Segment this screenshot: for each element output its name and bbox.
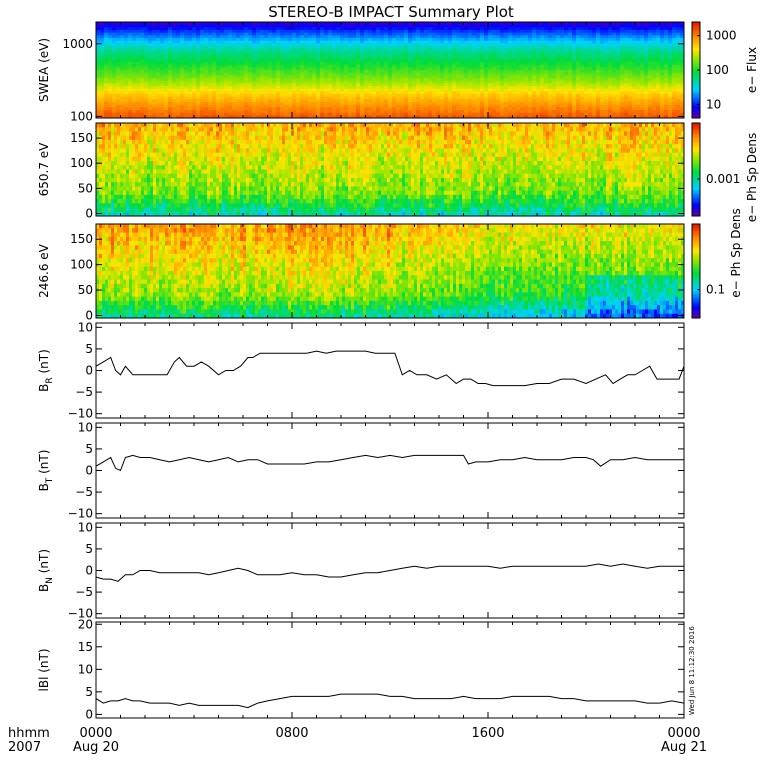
colorbar-frame xyxy=(691,223,701,319)
y-tick-label: 50 xyxy=(78,283,93,297)
y-tick-label: 100 xyxy=(70,109,93,123)
x-tick-label: 0000 xyxy=(79,726,112,741)
figure-title: STEREO-B IMPACT Summary Plot xyxy=(268,3,514,21)
y-tick-label: 0 xyxy=(85,707,93,721)
series-line xyxy=(95,563,684,582)
y-axis-label: 246.6 eV xyxy=(37,243,51,298)
y-tick-label: 5 xyxy=(85,342,93,356)
x-tick-label: 0000 xyxy=(667,726,700,741)
colorbar-tick-label: 100 xyxy=(706,63,729,77)
heatmap-cells xyxy=(96,224,684,318)
colorbar-3: 0.1 xyxy=(691,223,725,319)
panel-frame xyxy=(95,422,685,519)
y-axis-label: BR (nT) xyxy=(37,349,55,392)
x-date-label: Aug 20 xyxy=(73,740,119,755)
panel-7: 0 5 10 15 20 lBl (nT) xyxy=(37,617,685,721)
y-tick-label: 10 xyxy=(78,420,93,434)
panel-6: −10 −5 0 5 10 BN (nT) xyxy=(37,520,685,621)
colorbar-tick-label: 10 xyxy=(706,97,721,111)
y-tick-label: 10 xyxy=(78,662,93,676)
colorbar-tick-label: 0.001 xyxy=(706,172,740,186)
y-tick-label: 150 xyxy=(70,232,93,246)
panel-frame xyxy=(95,621,685,719)
panel-1: 10 100 1000 e− Flux 100 1000 SWEA (eV) xyxy=(37,21,759,123)
y-tick-label: −5 xyxy=(75,385,93,399)
colorbar-1: 10 100 1000 xyxy=(691,21,737,119)
y-axis-label: BN (nT) xyxy=(37,549,55,592)
colorbar-tick-label: 0.1 xyxy=(706,283,725,297)
y-axis-label-main: B xyxy=(37,384,51,392)
y-tick-label: 5 xyxy=(85,685,93,699)
y-tick-label: −10 xyxy=(68,407,93,421)
colorbar-frame xyxy=(691,122,701,217)
panel-3: 0.1 e− Ph Sp Dens 0 50 100 150 246.6 eV xyxy=(37,208,743,322)
y-tick-label: 15 xyxy=(78,640,93,654)
y-tick-label: 5 xyxy=(85,442,93,456)
colorbar-2: 0.001 xyxy=(691,122,740,217)
heatmap-cells xyxy=(96,123,684,216)
y-axis-label-sub: R xyxy=(45,377,55,383)
y-tick-label: 0 xyxy=(85,364,93,378)
colorbar-label: e− Ph Sp Dens xyxy=(745,133,759,222)
y-tick-label: 100 xyxy=(70,258,93,272)
date-stamp: Wed Jun 8 11:12:30 2016 xyxy=(688,626,696,715)
heatmap-cells xyxy=(96,22,684,118)
y-axis-label: SWEA (eV) xyxy=(37,38,51,102)
x-corner-top-label: hhmm xyxy=(8,726,50,741)
y-tick-label: 10 xyxy=(78,520,93,534)
series-line xyxy=(95,693,685,709)
y-axis-label: BT (nT) xyxy=(37,450,55,492)
y-tick-label: 0 xyxy=(85,206,93,220)
y-tick-label: 150 xyxy=(70,131,93,145)
x-tick-label: 1600 xyxy=(471,726,504,741)
colorbar-label: e− Flux xyxy=(745,47,759,93)
y-tick-label: 20 xyxy=(78,617,93,631)
y-tick-label: −10 xyxy=(68,607,93,621)
panel-5: −10 −5 0 5 10 BT (nT) xyxy=(37,420,685,521)
y-tick-label: 1000 xyxy=(62,37,93,51)
colorbar-label: e− Ph Sp Dens xyxy=(729,208,743,297)
y-tick-label: 100 xyxy=(70,156,93,170)
y-axis-label-main: B xyxy=(37,483,51,491)
panel-frame xyxy=(95,322,685,419)
y-axis-label-main: B xyxy=(37,584,51,592)
series-line xyxy=(95,454,684,472)
y-tick-label: −10 xyxy=(68,507,93,521)
y-tick-label: 5 xyxy=(85,542,93,556)
y-axis-label: 650.7 eV xyxy=(37,142,51,197)
y-tick-label: −5 xyxy=(75,485,93,499)
y-tick-label: 50 xyxy=(78,181,93,195)
y-axis-label-rest: (nT) xyxy=(37,450,51,478)
y-axis-label-sub: T xyxy=(45,477,55,484)
y-axis-label-rest: (nT) xyxy=(37,349,51,377)
y-axis-label-sub: N xyxy=(45,577,55,584)
y-tick-label: −5 xyxy=(75,585,93,599)
colorbar-tick-label: 1000 xyxy=(706,29,737,43)
x-corner-bottom-label: 2007 xyxy=(8,740,41,755)
y-tick-label: 0 xyxy=(85,564,93,578)
panel-2: 0.001 e− Ph Sp Dens 0 50 100 150 650.7 eV xyxy=(37,122,759,222)
y-tick-label: 0 xyxy=(85,308,93,322)
y-axis-label: lBl (nT) xyxy=(37,648,51,691)
x-date-label: Aug 21 xyxy=(661,740,707,755)
series-line xyxy=(95,350,685,387)
y-tick-label: 0 xyxy=(85,464,93,478)
y-tick-label: 10 xyxy=(78,320,93,334)
panel-4: −10 −5 0 5 10 BR (nT) xyxy=(37,320,685,421)
x-tick-label: 0800 xyxy=(275,726,308,741)
y-axis-label-rest: (nT) xyxy=(37,549,51,577)
